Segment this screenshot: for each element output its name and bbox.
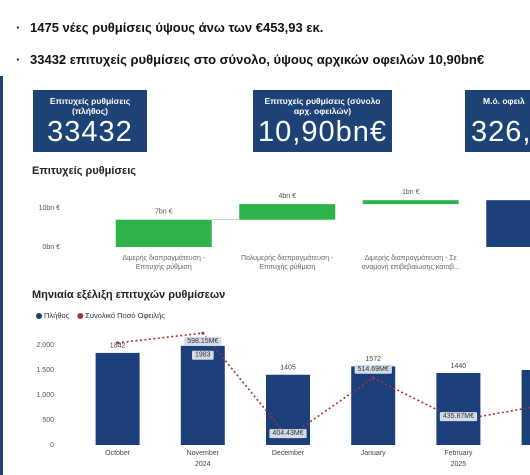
line-point <box>116 341 120 345</box>
kpi-label: Επιτυχείς ρυθμίσεις (σύνολο αρχ. οφειλών… <box>264 96 381 116</box>
bar <box>239 204 336 220</box>
bar <box>115 219 212 247</box>
bullet: 33432 επιτυχείς ρυθμίσεις στο σύνολο, ύψ… <box>16 52 484 67</box>
kpi-label: Μ.ό. οφειλ <box>483 96 525 106</box>
kpi-card: Επιτυχείς ρυθμίσεις (σύνολο αρχ. οφειλών… <box>253 90 392 152</box>
data-label-box <box>192 350 214 360</box>
kpi-value: 326,0 <box>471 116 530 148</box>
kpi-label: Επιτυχείς ρυθμίσεις (πλήθος) <box>49 96 131 116</box>
y-tick-label: 1.500 <box>36 367 54 374</box>
x-tick-label: January <box>361 450 386 457</box>
x-tick-label: 2025 <box>451 461 467 468</box>
data-label: 598.15M€ <box>187 338 218 345</box>
data-label: 1572 <box>365 356 381 363</box>
data-label: 404.43M€ <box>272 430 303 437</box>
data-label: 4bn € <box>278 193 296 200</box>
data-label: 12bn € <box>524 189 530 196</box>
bar <box>486 200 530 247</box>
side-bar <box>0 76 3 475</box>
data-label: 1842 <box>110 343 126 350</box>
bar <box>436 373 481 445</box>
y-tick-label: 0bn € <box>42 244 60 251</box>
data-label: 1440 <box>451 363 467 370</box>
x-tick-label: December <box>272 450 305 457</box>
kpi-card: Μ.ό. οφειλ 326,0 <box>465 90 530 152</box>
bar <box>351 366 396 445</box>
kpi-value: 33432 <box>47 116 133 148</box>
data-label-box <box>439 412 478 422</box>
data-label: 1405 <box>280 365 296 372</box>
bar <box>362 200 459 205</box>
data-label-box <box>354 364 392 374</box>
y-tick-label: 10bn € <box>39 205 61 212</box>
x-tick-label: Διμερής διαπραγμάτευση - Επιτυχής ρύθμισ… <box>122 255 206 271</box>
x-tick-label: 2024 <box>195 461 211 468</box>
y-tick-label: 1.000 <box>36 392 54 399</box>
bar <box>95 352 140 445</box>
kpi-card: Επιτυχείς ρυθμίσεις (πλήθος) 33432 <box>33 90 147 152</box>
data-label: 7bn € <box>155 209 173 216</box>
data-label-box <box>184 336 222 346</box>
line-point <box>201 331 205 335</box>
kpi-value: 10,90bn€ <box>258 116 387 148</box>
data-label: 514.69M€ <box>358 366 389 373</box>
x-tick-label: February <box>444 450 473 457</box>
bar <box>180 345 225 445</box>
chart-title: Επιτυχείς ρυθμίσεις <box>32 165 136 177</box>
x-tick-label: Διμερής διαπραγμάτευση - Σε αναμονή επιβ… <box>361 255 460 271</box>
x-tick-label: Πολυμερής διαπραγμάτευση - Επιτυχής ρύθμ… <box>241 255 334 271</box>
line-point <box>371 376 375 380</box>
legend-label: Πλήθος <box>44 311 70 320</box>
data-label-box <box>269 429 307 439</box>
y-tick-label: 0 <box>50 442 54 449</box>
data-label: 1bn € <box>402 189 420 196</box>
x-tick-label: November <box>187 450 220 457</box>
bar <box>521 370 530 445</box>
legend-label: Συνολικό Ποσό Οφειλής <box>85 311 165 320</box>
x-tick-label: October <box>105 450 131 457</box>
y-tick-label: 2.000 <box>36 342 54 349</box>
chart-title: Μηνιαία εξέλιξη επιτυχών ρυθμίσεων <box>32 289 226 301</box>
legend-marker <box>77 313 84 319</box>
data-label: 1983 <box>195 352 211 359</box>
data-label: 435.87M€ <box>443 413 474 420</box>
y-tick-label: 500 <box>42 417 54 424</box>
bullet: 1475 νέες ρυθμίσεις ύψους άνω των €453,9… <box>16 20 323 35</box>
legend-marker <box>36 313 42 319</box>
